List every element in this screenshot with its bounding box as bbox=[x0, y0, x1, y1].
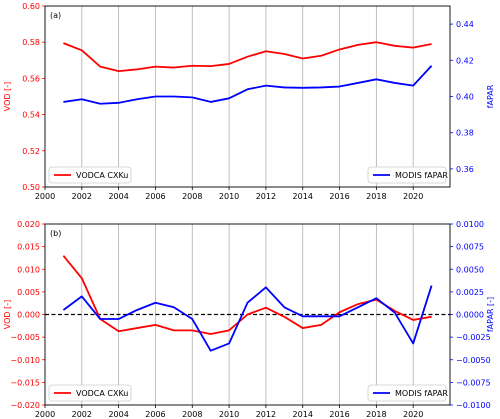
y-left-axis-label: VOD [-] bbox=[3, 82, 12, 111]
panel-label: (b) bbox=[50, 229, 61, 238]
x-tick-label: 2018 bbox=[366, 192, 386, 201]
x-tick-label: 2020 bbox=[403, 410, 423, 419]
x-tick-label: 2014 bbox=[293, 192, 313, 201]
y-right-tick-label: 0.42 bbox=[456, 56, 474, 65]
y-left-tick-label: 0.56 bbox=[22, 74, 40, 83]
y-right-tick-label: −0.0075 bbox=[456, 378, 491, 387]
x-tick-label: 2006 bbox=[145, 192, 165, 201]
x-tick-label: 2004 bbox=[108, 410, 128, 419]
y-right-tick-label: 0.0050 bbox=[456, 265, 484, 274]
x-tick-label: 2002 bbox=[72, 410, 92, 419]
y-right-tick-label: 0.40 bbox=[456, 93, 474, 102]
panel-label: (a) bbox=[50, 11, 61, 20]
y-left-tick-label: −0.015 bbox=[10, 378, 40, 387]
y-right-tick-label: 0.0075 bbox=[456, 243, 484, 252]
x-tick-label: 2016 bbox=[329, 410, 349, 419]
series-line-fapar bbox=[62, 285, 433, 352]
y-left-tick-label: 0.000 bbox=[17, 311, 40, 320]
y-right-axis-label: fAPAR bbox=[486, 84, 495, 108]
x-tick-label: 2012 bbox=[256, 192, 276, 201]
y-left-tick-label: −0.020 bbox=[10, 401, 40, 410]
plot-frame bbox=[44, 5, 451, 188]
series-line-vod bbox=[63, 41, 432, 73]
legend-box bbox=[367, 384, 447, 402]
x-tick-label: 2000 bbox=[35, 192, 55, 201]
x-tick-label: 2000 bbox=[35, 410, 55, 419]
y-right-tick-label: −0.0100 bbox=[456, 401, 491, 410]
y-right-tick-label: 0.0025 bbox=[456, 288, 484, 297]
y-right-tick-label: 0.38 bbox=[456, 129, 474, 138]
y-left-tick-label: 0.52 bbox=[22, 147, 40, 156]
x-tick-label: 2016 bbox=[329, 192, 349, 201]
legend-label: VODCA CXKu bbox=[76, 389, 128, 398]
x-tick-label: 2008 bbox=[182, 410, 202, 419]
legend-box bbox=[48, 384, 132, 402]
x-tick-label: 2010 bbox=[219, 192, 239, 201]
y-right-tick-label: −0.0025 bbox=[456, 333, 491, 342]
y-left-tick-label: 0.60 bbox=[22, 2, 40, 11]
x-tick-label: 2004 bbox=[108, 192, 128, 201]
y-left-tick-label: 0.58 bbox=[22, 38, 40, 47]
y-left-tick-label: −0.005 bbox=[10, 333, 40, 342]
x-tick-label: 2014 bbox=[293, 410, 313, 419]
y-left-tick-label: 0.005 bbox=[17, 288, 40, 297]
y-left-tick-label: 0.020 bbox=[17, 220, 40, 229]
y-right-tick-label: 0.44 bbox=[456, 20, 474, 29]
legend-box bbox=[48, 166, 132, 184]
y-right-tick-label: 0.0100 bbox=[456, 220, 484, 229]
y-right-tick-label: 0.36 bbox=[456, 165, 474, 174]
legend-label: MODIS fAPAR bbox=[395, 389, 448, 398]
x-tick-label: 2020 bbox=[403, 192, 423, 201]
x-tick-label: 2006 bbox=[145, 410, 165, 419]
y-right-tick-label: −0.0050 bbox=[456, 356, 491, 365]
series-line-fapar bbox=[63, 65, 433, 105]
x-tick-label: 2008 bbox=[182, 192, 202, 201]
x-tick-label: 2018 bbox=[366, 410, 386, 419]
x-tick-label: 2010 bbox=[219, 410, 239, 419]
legend-box bbox=[367, 166, 447, 184]
y-left-axis-label: VOD [-] bbox=[3, 300, 12, 329]
x-tick-label: 2002 bbox=[72, 192, 92, 201]
plot-frame bbox=[44, 223, 451, 406]
y-left-tick-label: 0.54 bbox=[22, 111, 40, 120]
y-left-tick-label: −0.010 bbox=[10, 356, 40, 365]
y-right-axis-label: fAPAR [-] bbox=[486, 297, 495, 332]
y-left-tick-label: 0.015 bbox=[17, 243, 40, 252]
y-left-tick-label: 0.010 bbox=[17, 265, 40, 274]
legend-label: VODCA CXKu bbox=[76, 171, 128, 180]
y-left-tick-label: 0.50 bbox=[22, 183, 40, 192]
legend-label: MODIS fAPAR bbox=[395, 171, 448, 180]
x-tick-label: 2012 bbox=[256, 410, 276, 419]
y-right-tick-label: 0.0000 bbox=[456, 311, 484, 320]
